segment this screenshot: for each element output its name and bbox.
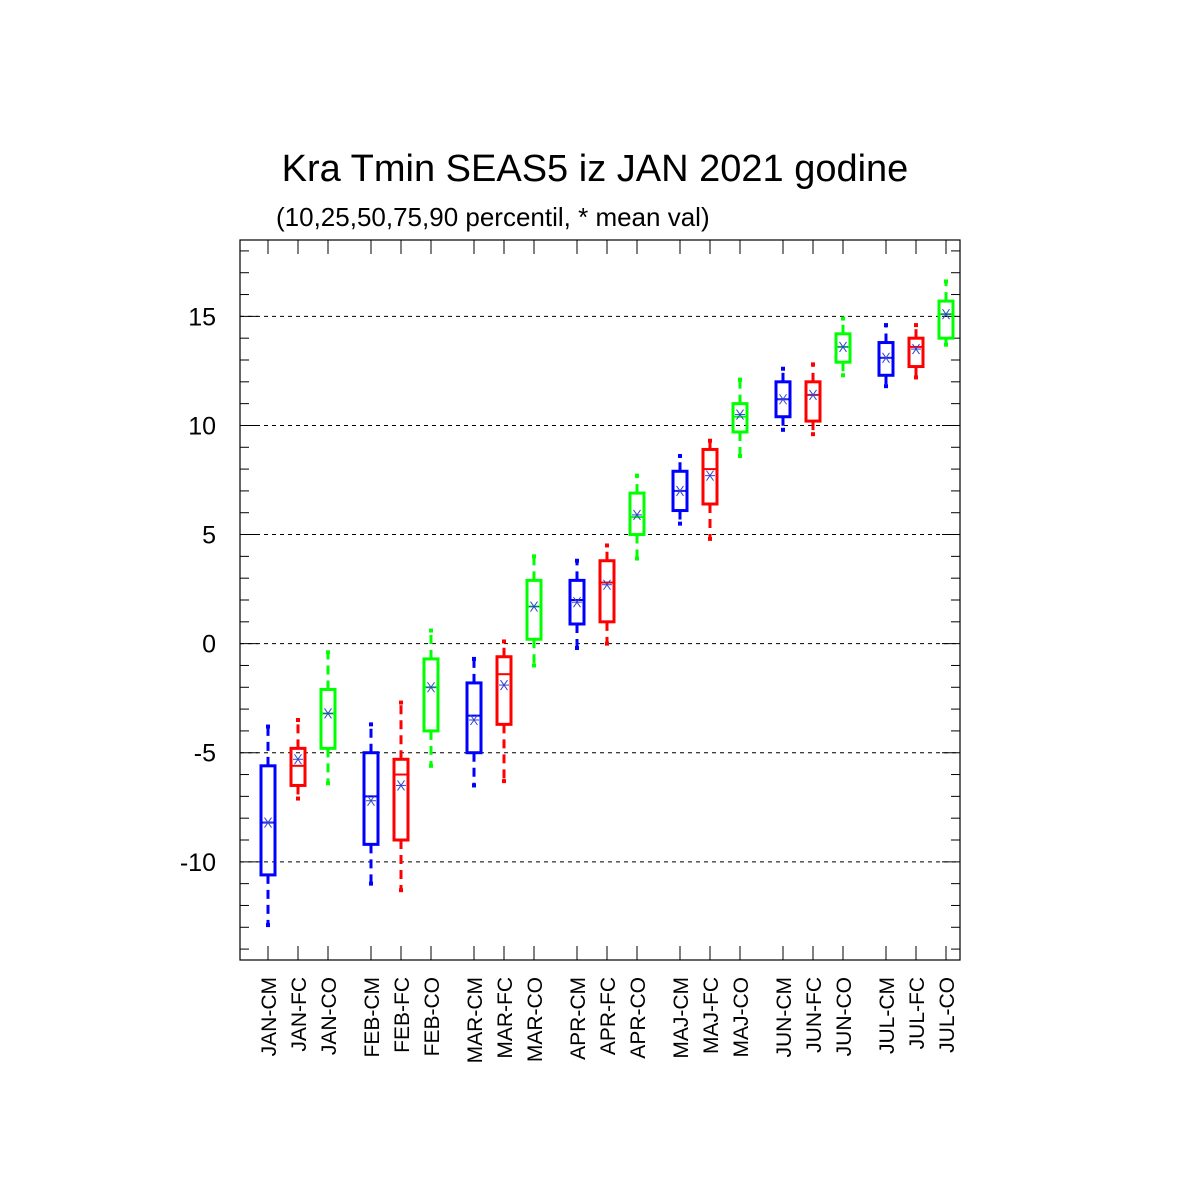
box-feb-co [422,628,440,768]
iqr-box [568,578,586,626]
x-category-label: MAJ-CM [670,977,693,1059]
mean-marker [426,681,436,693]
iqr-box [834,332,852,364]
mean-marker [838,341,848,353]
iqr-box [907,336,925,369]
mean-marker [499,679,509,691]
mean-marker [572,596,582,608]
y-tick-label: -10 [180,849,216,877]
x-category-label: JUL-CO [936,977,959,1053]
mean-marker [911,343,921,355]
iqr-box [422,657,440,733]
mean-marker [602,579,612,591]
box-jan-cm [259,724,277,928]
x-category-label: MAR-CO [524,977,547,1062]
box-feb-fc [392,700,410,893]
x-category-label: MAJ-CO [730,977,753,1058]
box-jun-co [834,316,852,378]
y-tick-label: 15 [188,303,216,331]
mean-marker [705,470,715,481]
box-jul-co [937,279,955,347]
box-feb-cm [362,722,380,886]
x-category-label: MAJ-FC [700,977,723,1054]
iqr-box [392,757,410,842]
box-jan-fc [289,718,307,801]
mean-marker [263,817,273,828]
iqr-box [362,751,380,846]
box-mar-co [525,554,543,668]
x-category-label: JUN-FC [803,977,826,1053]
box-jan-co [319,650,337,786]
box-apr-co [628,473,646,561]
x-category-label: APR-FC [597,977,620,1055]
x-category-label: JUL-CM [876,977,899,1054]
x-category-label: FEB-CM [361,977,384,1058]
iqr-box [701,447,719,506]
box-jul-fc [907,323,925,380]
box-maj-co [731,377,749,458]
iqr-box [525,578,543,641]
plot-frame [239,239,961,961]
iqr-box [259,764,277,877]
x-category-label: JUN-CO [833,977,856,1056]
box-maj-fc [701,438,719,541]
mean-marker [941,308,951,320]
x-category-label: APR-CO [627,977,650,1059]
mean-marker [529,601,539,612]
mean-marker [881,352,891,364]
y-tick-label: 10 [188,412,216,440]
mean-marker [396,780,406,791]
box-jun-fc [804,362,822,437]
y-tick-label: 0 [202,631,216,659]
iqr-box [877,341,895,377]
x-category-label: MAR-CM [464,977,487,1063]
mean-marker [469,714,479,726]
x-category-label: JAN-CO [318,977,341,1055]
box-mar-cm [465,656,483,788]
iqr-box [804,380,822,423]
box-apr-cm [568,558,586,650]
box-maj-cm [671,454,689,526]
iqr-box [937,299,955,340]
iqr-box [731,402,749,434]
x-category-label: MAR-FC [494,977,517,1059]
mean-marker [632,509,642,521]
iqr-box [495,655,513,726]
x-category-label: JAN-CM [258,977,281,1056]
mean-marker [778,393,788,405]
y-tick-label: 5 [202,522,216,550]
mean-marker [675,485,685,497]
iqr-box [289,746,307,787]
mean-marker [323,708,333,719]
mean-marker [366,795,376,807]
x-category-label: APR-CM [567,977,590,1060]
axis-ticks: -10 -5 0 5 10 15 [180,240,960,960]
box-mar-fc [495,639,513,784]
iqr-box [319,687,337,750]
y-tick-label: -5 [194,740,216,768]
boxes [259,279,955,928]
category-labels: JAN-CM JAN-FC JAN-CO FEB-CM FEB-FC FEB-CO MAR-… [258,977,959,1063]
mean-marker [293,753,303,765]
x-category-label: JAN-FC [288,977,311,1052]
chart-subtitle: (10,25,50,75,90 percentil, * mean val) [276,202,710,232]
chart-title: Kra Tmin SEAS5 iz JAN 2021 godine [281,148,909,190]
iqr-box [628,491,646,537]
x-category-label: JUL-FC [906,977,929,1049]
mean-marker [735,409,745,420]
iqr-box [598,559,616,624]
mean-marker [808,389,818,401]
box-jul-cm [877,323,895,389]
iqr-box [465,681,483,755]
x-category-label: FEB-CO [421,977,444,1056]
gridlines [240,315,960,863]
x-category-label: FEB-FC [391,977,414,1053]
box-jun-cm [774,366,792,432]
x-category-label: JUN-CM [773,977,796,1057]
box-apr-fc [598,543,616,646]
